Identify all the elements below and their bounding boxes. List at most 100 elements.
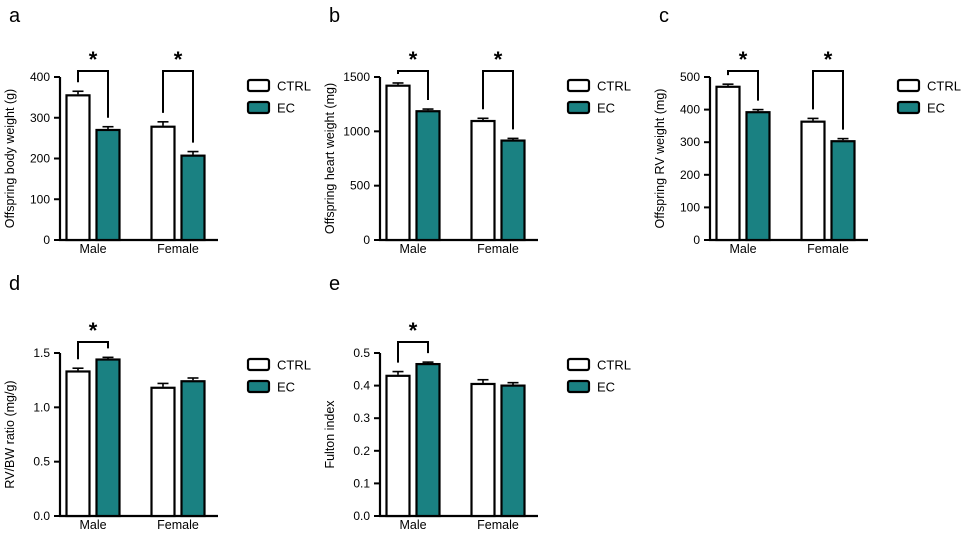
x-tick-label-male: Male <box>79 518 106 532</box>
legend-swatch-ec <box>566 379 591 394</box>
legend-swatch-ec <box>566 100 591 115</box>
y-tick-label: 0 <box>43 233 50 247</box>
bar-ec-female <box>500 384 526 518</box>
x-tick-label-male: Male <box>729 242 756 256</box>
bar-ec-male <box>415 110 441 242</box>
y-tick-label: 100 <box>680 200 700 214</box>
panel-label-b: b <box>329 5 340 27</box>
legend-swatch-ec <box>246 379 271 394</box>
y-tick-label: 200 <box>30 152 50 166</box>
x-tick-label-female: Female <box>157 242 199 256</box>
panel-label-a: a <box>9 5 21 27</box>
significance-asterisk-male: * <box>409 318 418 343</box>
bar-ctrl-male <box>385 374 411 518</box>
y-axis-title: RV/BW ratio (mg/g) <box>3 380 17 488</box>
bar-ec-female <box>180 380 206 518</box>
y-tick-label: 1.5 <box>33 346 50 360</box>
legend: CTRL EC <box>566 357 631 395</box>
chart-panel-e: e 0.0 0.1 0.2 0.3 0.4 0.5 Fulton index Male * Fema… <box>323 273 631 532</box>
y-tick-label: 0.0 <box>353 509 370 523</box>
bar-ec-male <box>415 362 441 518</box>
x-tick-label-male: Male <box>79 242 106 256</box>
y-tick-label: 0.0 <box>33 509 50 523</box>
x-tick-label-male: Male <box>399 518 426 532</box>
y-tick-label: 0.1 <box>353 476 370 490</box>
legend-swatch-ctrl <box>246 78 271 93</box>
significance-bracket-male <box>77 341 109 360</box>
legend-label-ctrl: CTRL <box>277 358 311 373</box>
legend-swatch-ec <box>246 100 271 115</box>
bar-ctrl-female <box>470 119 496 242</box>
y-tick-label: 500 <box>350 179 370 193</box>
bar-ctrl-female <box>150 125 176 242</box>
y-tick-label: 400 <box>30 70 50 84</box>
y-tick-label: 1.0 <box>33 400 50 414</box>
bar-ec-female <box>500 139 526 242</box>
bar-ctrl-male <box>385 84 411 242</box>
legend-swatch-ctrl <box>566 357 591 372</box>
y-tick-label: 500 <box>680 70 700 84</box>
legend-label-ec: EC <box>277 380 295 395</box>
y-tick-label: 0.4 <box>353 379 370 393</box>
chart-panel-d: d 0.0 0.5 1.0 1.5 RV/BW ratio (mg/g) Male * Fema… <box>3 273 311 532</box>
y-axis-title: Offspring heart weight (mg) <box>323 83 337 234</box>
y-tick-label: 300 <box>680 135 700 149</box>
significance-asterisk-male: * <box>409 47 418 72</box>
bar-ec-male <box>95 128 121 242</box>
y-tick-label: 0 <box>363 233 370 247</box>
y-tick-label: 0.5 <box>353 346 370 360</box>
legend: CTRL EC <box>246 357 311 395</box>
y-tick-label: 400 <box>680 103 700 117</box>
chart-panel-b: b 0 500 1000 1500 Offspring heart weight (mg)… <box>323 5 631 256</box>
y-tick-label: 200 <box>680 168 700 182</box>
panel-label-e: e <box>329 273 340 295</box>
legend-label-ec: EC <box>277 101 295 116</box>
y-axis-title: Offspring body weight (g) <box>3 89 17 228</box>
significance-bracket-female <box>482 70 514 130</box>
legend-swatch-ctrl <box>246 357 271 372</box>
bar-ctrl-male <box>715 85 741 242</box>
y-axis-title: Fulton index <box>323 400 337 469</box>
x-tick-label-female: Female <box>807 242 849 256</box>
significance-asterisk-female: * <box>174 47 183 72</box>
y-tick-label: 1500 <box>343 70 370 84</box>
legend-label-ec: EC <box>597 380 615 395</box>
x-tick-label-female: Female <box>477 518 519 532</box>
significance-bracket-male <box>397 341 429 363</box>
significance-asterisk-female: * <box>494 47 503 72</box>
bar-ctrl-female <box>150 386 176 518</box>
significance-asterisk-male: * <box>739 47 748 72</box>
legend-label-ctrl: CTRL <box>927 79 961 94</box>
legend: CTRL EC <box>246 78 311 116</box>
legend-label-ec: EC <box>597 101 615 116</box>
x-tick-label-female: Female <box>157 518 199 532</box>
significance-bracket-male <box>77 70 109 118</box>
panel-label-d: d <box>9 273 20 295</box>
x-tick-label-male: Male <box>399 242 426 256</box>
bar-ctrl-female <box>800 120 826 242</box>
significance-bracket-female <box>162 70 194 143</box>
bar-ec-male <box>95 358 121 518</box>
bar-ec-female <box>830 140 856 242</box>
significance-bracket-female <box>812 70 844 130</box>
x-tick-label-female: Female <box>477 242 519 256</box>
y-tick-label: 100 <box>30 192 50 206</box>
legend-label-ec: EC <box>927 101 945 116</box>
chart-panel-c: c 0 100 200 300 400 500 Offspring RV weight (mg… <box>653 5 961 256</box>
bar-ec-male <box>745 111 771 242</box>
y-axis-title: Offspring RV weight (mg) <box>653 89 667 229</box>
legend: CTRL EC <box>896 79 961 116</box>
y-tick-label: 0.5 <box>33 455 50 469</box>
significance-asterisk-male: * <box>89 318 98 343</box>
y-tick-label: 0.2 <box>353 444 370 458</box>
legend-label-ctrl: CTRL <box>597 79 631 94</box>
bar-ec-female <box>180 154 206 242</box>
significance-bracket-male <box>727 70 759 101</box>
significance-bracket-male <box>397 70 429 101</box>
legend-label-ctrl: CTRL <box>277 79 311 94</box>
legend-swatch-ctrl <box>566 78 591 93</box>
y-tick-label: 300 <box>30 111 50 125</box>
legend-label-ctrl: CTRL <box>597 358 631 373</box>
legend: CTRL EC <box>566 78 631 116</box>
significance-asterisk-female: * <box>824 47 833 72</box>
